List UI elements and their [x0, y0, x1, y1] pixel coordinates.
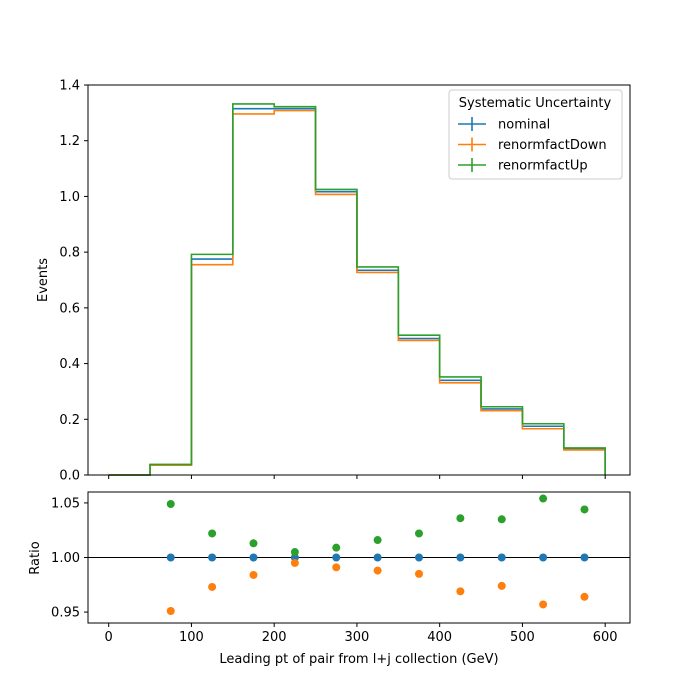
legend-label: renormfactDown: [498, 138, 607, 153]
ratio-y-tick-label: 1.00: [51, 551, 80, 566]
ratio-point: [166, 553, 175, 562]
x-tick-label: 0: [105, 630, 113, 645]
legend-entries: nominal renormfactDown renormfactUp: [458, 117, 607, 174]
events-x-ticks: [108, 475, 606, 479]
legend-box: [448, 89, 623, 180]
ratio-point: [332, 563, 341, 572]
ratio-point: [249, 553, 258, 562]
legend-label: nominal: [498, 118, 550, 133]
ratio-point: [539, 600, 548, 609]
ratio-point: [249, 539, 258, 548]
ratio-x-ticks: 0 100 200 300 400 500 600: [105, 623, 618, 645]
events-y-tick-label: 0.6: [59, 301, 80, 316]
ratio-y-axis-title: Ratio: [28, 541, 43, 574]
ratio-point: [290, 548, 299, 557]
ratio-point: [539, 494, 548, 503]
ratio-y-tick-label: 0.95: [51, 606, 80, 621]
events-y-tick-label: 1.0: [59, 190, 80, 205]
legend-label: renormfactUp: [498, 159, 588, 174]
ratio-point: [539, 553, 548, 562]
ratio-point: [497, 515, 506, 524]
ratio-point: [373, 566, 382, 575]
events-y-axis-title: Events: [36, 258, 51, 302]
x-tick-label: 300: [345, 630, 370, 645]
ratio-points: [166, 494, 589, 615]
ratio-point: [332, 543, 341, 552]
ratio-point: [414, 569, 423, 578]
ratio-point: [456, 514, 465, 523]
ratio-point: [373, 553, 382, 562]
events-y-tick-label: 0.0: [59, 469, 80, 484]
ratio-point: [249, 570, 258, 579]
series-renormfactUp: [108, 103, 606, 476]
ratio-series-renormfactUp: [166, 494, 589, 557]
legend-entry-nominal: nominal: [458, 117, 550, 133]
ratio-point: [580, 553, 589, 562]
x-tick-label: 400: [427, 630, 452, 645]
ratio-panel: 0.95 1.00 1.05 0 100 200 300 400 500 600 Ratio L…: [28, 491, 631, 667]
ratio-point: [456, 553, 465, 562]
events-histograms: [108, 103, 606, 476]
events-panel: 0.0 0.2 0.4 0.6 0.8 1.0 1.2 1.4 Events Systemat…: [36, 79, 631, 484]
events-y-tick-label: 1.2: [59, 134, 80, 149]
ratio-point: [166, 500, 175, 509]
step-line-renormfactUp: [108, 103, 606, 476]
legend-entry-renormfactDown: renormfactDown: [458, 137, 607, 153]
events-plot-frame: [87, 84, 631, 476]
ratio-y-ticks: 0.95 1.00 1.05: [51, 496, 88, 621]
ratio-point: [580, 592, 589, 601]
ratio-series-renormfactDown: [166, 558, 589, 615]
legend-title: Systematic Uncertainty: [459, 96, 612, 111]
events-y-ticks: 0.0 0.2 0.4 0.6 0.8 1.0 1.2 1.4: [59, 79, 88, 484]
ratio-point: [373, 536, 382, 545]
ratio-point: [332, 553, 341, 562]
x-axis-title: Leading pt of pair from l+j collection (…: [219, 652, 498, 667]
ratio-point: [208, 553, 217, 562]
x-tick-label: 200: [262, 630, 287, 645]
x-tick-label: 100: [179, 630, 204, 645]
legend: Systematic Uncertainty nominal renormfact…: [448, 89, 623, 180]
ratio-y-tick-label: 1.05: [51, 496, 80, 511]
ratio-point: [414, 529, 423, 538]
x-tick-label: 500: [510, 630, 535, 645]
ratio-point: [580, 505, 589, 514]
x-tick-label: 600: [593, 630, 618, 645]
ratio-point: [456, 587, 465, 596]
ratio-point: [208, 529, 217, 538]
ratio-point: [414, 553, 423, 562]
events-y-tick-label: 1.4: [59, 79, 80, 94]
ratio-point: [497, 553, 506, 562]
legend-entry-renormfactUp: renormfactUp: [458, 158, 588, 174]
ratio-point: [208, 582, 217, 591]
events-y-tick-label: 0.2: [59, 413, 80, 428]
ratio-point: [166, 606, 175, 615]
ratio-point: [497, 581, 506, 590]
ratio-point: [290, 558, 299, 567]
events-y-tick-label: 0.4: [59, 357, 80, 372]
events-y-tick-label: 0.8: [59, 246, 80, 261]
